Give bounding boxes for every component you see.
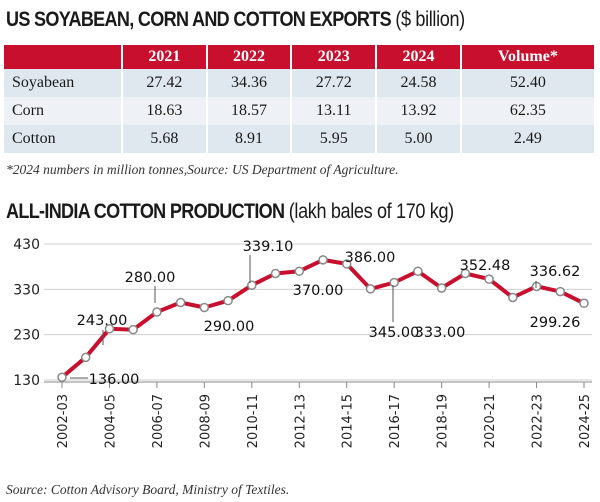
chart-source: Source: Cotton Advisory Board, Ministry … — [6, 482, 290, 497]
data-point — [152, 307, 162, 317]
header-cell — [4, 45, 122, 69]
table-cell: 13.92 — [375, 97, 461, 125]
data-point — [484, 274, 494, 284]
x-tick-label: 2004-05 — [103, 394, 118, 448]
table-row: Soyabean 27.42 34.36 27.72 24.58 52.40 — [4, 69, 594, 97]
chart-title-unit: (lakh bales of 170 kg) — [288, 200, 454, 223]
table-title-text: US SOYABEAN, CORN AND COTTON EXPORTS — [6, 8, 392, 31]
table-cell: 24.58 — [375, 69, 461, 97]
table-cell: 27.42 — [121, 69, 207, 97]
table-cell: 13.11 — [290, 97, 377, 125]
data-point — [579, 298, 589, 309]
x-tick-label: 2014-15 — [341, 394, 356, 448]
data-point — [531, 281, 542, 292]
data-point — [104, 324, 115, 334]
data-point — [294, 266, 305, 276]
table-cell: 8.91 — [205, 125, 292, 153]
data-point — [555, 286, 566, 297]
exports-table: 2021 2022 2023 2024 Volume* Soyabean 27.… — [4, 45, 594, 153]
chart-title-text: ALL-INDIA COTTON PRODUCTION — [6, 200, 285, 223]
y-tick-label: 130 — [13, 373, 40, 389]
data-label: 345.00 — [369, 325, 420, 341]
table-title: US SOYABEAN, CORN AND COTTON EXPORTS ($ … — [6, 8, 465, 32]
table-row: Cotton 5.68 8.91 5.95 5.00 2.49 — [4, 125, 594, 153]
x-tick-label: 2006-07 — [151, 394, 166, 448]
table-cell: 5.00 — [375, 125, 461, 153]
table-header-row: 2021 2022 2023 2024 Volume* — [4, 45, 594, 69]
data-point — [436, 283, 447, 293]
row-label: Cotton — [4, 125, 122, 153]
table-cell: 2.49 — [459, 125, 594, 153]
data-point — [365, 284, 376, 294]
data-point — [270, 268, 281, 279]
data-label: 352.48 — [460, 258, 511, 274]
table-cell: 27.72 — [290, 69, 377, 97]
x-tick-label: 2010-11 — [246, 394, 261, 448]
data-label: 370.00 — [293, 283, 344, 299]
data-label: 299.26 — [530, 315, 581, 331]
data-point — [508, 292, 518, 303]
table-cell: 34.36 — [205, 69, 292, 97]
data-label: 386.00 — [345, 250, 396, 266]
data-label: 333.00 — [415, 325, 466, 341]
header-cell: 2023 — [290, 45, 377, 69]
x-tick-label: 2008-09 — [198, 394, 213, 448]
data-label: 280.00 — [125, 270, 176, 286]
row-label: Soyabean — [4, 69, 122, 97]
header-cell: 2024 — [375, 45, 461, 69]
data-point — [247, 280, 257, 290]
data-label: 339.10 — [243, 239, 294, 255]
x-tick-label: 2012-13 — [293, 394, 308, 448]
data-label: 243.00 — [77, 313, 128, 329]
y-tick-label: 430 — [13, 237, 40, 253]
data-point — [341, 259, 352, 269]
table-cell: 52.40 — [459, 69, 594, 97]
data-point — [223, 295, 233, 306]
x-tick-label: 2016-17 — [388, 394, 403, 448]
data-point — [389, 277, 399, 288]
table-title-unit: ($ billion) — [395, 8, 465, 31]
table-note: *2024 numbers in million tonnes,Source: … — [6, 162, 399, 177]
y-tick-label: 230 — [13, 328, 40, 344]
data-point — [199, 302, 210, 313]
table-cell: 62.35 — [459, 97, 594, 125]
table-cell: 18.63 — [121, 97, 207, 125]
x-tick-label: 2022-23 — [531, 394, 546, 448]
table-cell: 5.95 — [290, 125, 377, 153]
data-label: 136.00 — [89, 372, 140, 388]
table-cell: 18.57 — [205, 97, 292, 125]
x-tick-label: 2024-25 — [578, 394, 593, 448]
row-label: Corn — [4, 97, 122, 125]
data-point — [175, 297, 186, 308]
x-tick-label: 2020-21 — [483, 394, 498, 448]
header-cell: 2022 — [205, 45, 292, 69]
data-point — [80, 352, 91, 363]
chart-title: ALL-INDIA COTTON PRODUCTION (lakh bales … — [6, 200, 454, 224]
data-point — [413, 266, 423, 276]
data-point — [318, 255, 328, 265]
data-point — [128, 324, 138, 335]
data-point — [57, 372, 67, 383]
data-point — [460, 268, 471, 279]
data-label: 290.00 — [204, 319, 255, 335]
x-tick-label: 2018-19 — [436, 394, 451, 448]
table-cell: 5.68 — [121, 125, 207, 153]
y-tick-label: 330 — [13, 282, 40, 298]
header-cell: 2021 — [121, 45, 207, 69]
table-row: Corn 18.63 18.57 13.11 13.92 62.35 — [4, 97, 594, 125]
header-cell: Volume* — [459, 45, 594, 69]
x-tick-label: 2002-03 — [56, 394, 71, 448]
data-label: 336.62 — [530, 264, 581, 280]
